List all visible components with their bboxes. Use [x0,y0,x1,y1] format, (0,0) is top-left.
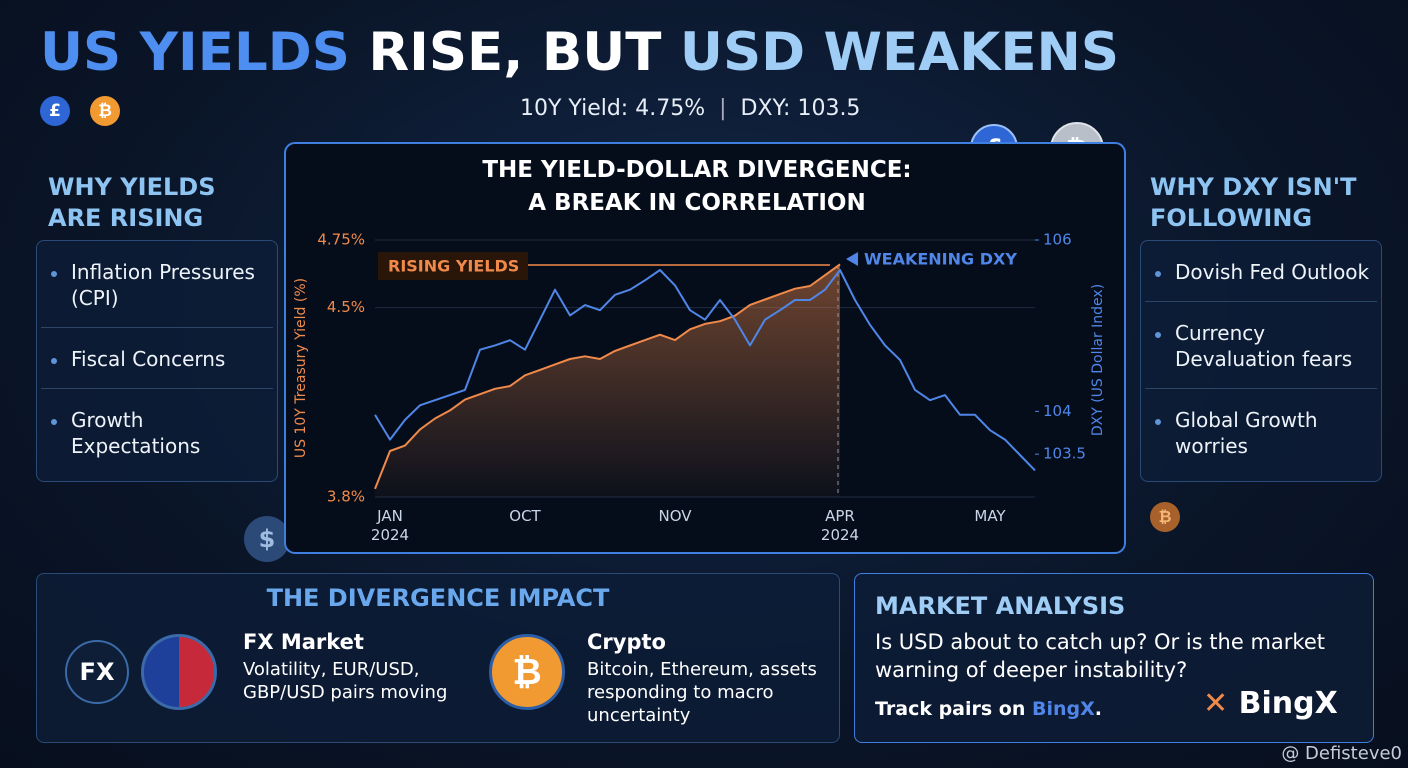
y2-tick-label: 106 [1043,231,1072,249]
x-tick-label: MAY [974,507,1006,525]
impact-item-text: Volatility, EUR/USD, GBP/USD pairs movin… [243,659,448,703]
x-tick-label: OCT [509,507,541,525]
chart-title: THE YIELD-DOLLAR DIVERGENCE: [482,157,911,183]
bitcoin-icon: ₿ [489,634,565,710]
line [374,263,841,490]
logo: ✕ BingX [1203,686,1338,721]
impact-item-title: FX Market [243,630,364,654]
impact-title: THE DIVERGENCE IMPACT [266,584,610,612]
bitcoin-icon: ₿ [1150,502,1180,532]
y-tick-label: 4.75% [317,231,365,249]
title-part: RISE, BUT [368,22,662,83]
right-panel: Dovish Fed Outlook Currency Devaluation … [1140,240,1382,482]
panel-heading: WHY DXY ISN'T FOLLOWING [1150,173,1357,232]
pound-icon: £ [40,96,70,126]
chart-title: A BREAK IN CORRELATION [528,190,866,216]
x-tick-label: JAN 2024 [370,507,410,544]
annotation: WEAKENING DXY [864,250,1017,269]
impact-panel: THE DIVERGENCE IMPACT FX FX Market Volat… [36,573,840,743]
reason: Fiscal Concerns [41,328,273,389]
annotation-box [378,252,528,280]
brand-link[interactable]: BingX [1032,698,1095,720]
impact-item-title: Crypto [587,630,666,654]
y-tick-label: 4.5% [327,298,365,316]
title-part: US YIELDS [40,22,350,83]
area [375,264,840,497]
annotation: RISING YIELDS [388,257,519,276]
impact-item-text: Bitcoin, Ethereum, assets responding to … [587,659,817,726]
reason: Dovish Fed Outlook [1145,241,1377,302]
analysis-panel: MARKET ANALYSIS Is USD about to catch up… [854,573,1374,743]
stat: DXY: 103.5 [740,96,861,121]
analysis-title: MARKET ANALYSIS [875,592,1126,620]
title-part: USD WEAKENS [679,22,1120,83]
cta-end: . [1094,698,1103,720]
stat: 10Y Yield: 4.75% [520,96,706,121]
analysis-text: Is USD about to catch up? Or is the mark… [875,630,1325,682]
x-tick-label: APR 2024 [820,507,860,544]
y2-axis-label: DXY (US Dollar Index) [1090,284,1106,436]
left-panel: Inflation Pressures (CPI) Fiscal Concern… [36,240,278,482]
watermark: @ Defisteve0 [1281,743,1402,764]
y-axis-label: US 10Y Treasury Yield (%) [293,278,309,458]
reason: Global Growth worries [1145,389,1377,475]
reason: Inflation Pressures (CPI) [41,241,273,328]
y2-tick-label: 103.5 [1043,445,1086,463]
reason: Currency Devaluation fears [1145,302,1377,389]
line [374,269,1036,472]
title: US YIELDS RISE, BUT USD WEAKENS [40,22,1119,83]
bitcoin-icon: ₿ [90,96,120,126]
panel-heading: WHY YIELDS ARE RISING [48,173,216,232]
analysis-cta: Track pairs on BingX. [875,698,1102,720]
stats: 10Y Yield: 4.75% | DXY: 103.5 [520,96,861,121]
fx-icon: FX [65,640,129,704]
y2-tick-label: 104 [1043,402,1072,420]
annotation-arrow [846,252,858,266]
flags-icon [141,634,217,710]
cta-text: Track pairs on [875,698,1033,720]
reason: Growth Expectations [41,389,273,475]
y-tick-label: 3.8% [327,488,365,506]
logo-text: BingX [1238,686,1338,721]
dollar-icon: $ [244,516,290,562]
x-tick-label: NOV [658,507,692,525]
